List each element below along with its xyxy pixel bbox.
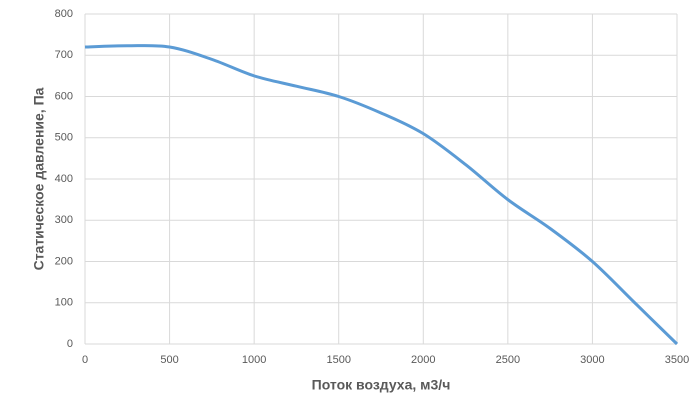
y-axis-title: Статическое давление, Па <box>31 87 47 270</box>
y-tick-label: 400 <box>55 173 73 185</box>
x-tick-label: 0 <box>82 354 88 366</box>
x-tick-label: 3000 <box>580 354 604 366</box>
y-tick-label: 0 <box>67 338 73 350</box>
x-tick-label: 2000 <box>411 354 435 366</box>
y-tick-label: 300 <box>55 214 73 226</box>
x-tick-label: 2500 <box>496 354 520 366</box>
x-axis-title: Поток воздуха, м3/ч <box>312 377 451 393</box>
y-tick-label: 100 <box>55 297 73 309</box>
y-tick-label: 500 <box>55 132 73 144</box>
y-tick-label: 200 <box>55 255 73 267</box>
x-tick-label: 500 <box>160 354 178 366</box>
x-tick-label: 1000 <box>242 354 266 366</box>
x-tick-label: 1500 <box>326 354 350 366</box>
x-tick-label: 3500 <box>665 354 689 366</box>
y-tick-label: 800 <box>55 8 73 20</box>
y-tick-label: 600 <box>55 90 73 102</box>
data-line <box>84 44 679 346</box>
y-tick-label: 700 <box>55 49 73 61</box>
